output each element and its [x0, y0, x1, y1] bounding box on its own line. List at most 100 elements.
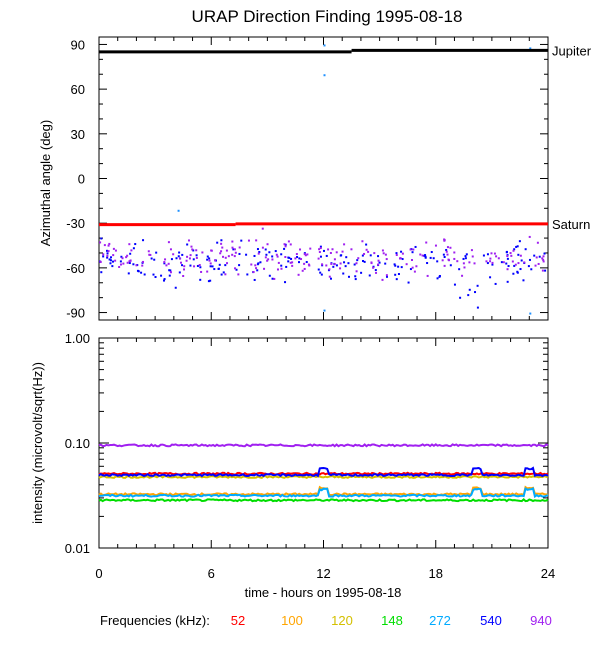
direction-point [186, 243, 189, 246]
direction-point [280, 267, 283, 270]
outlier-point [323, 44, 326, 47]
direction-point [284, 281, 287, 284]
direction-point [287, 260, 290, 263]
direction-point [114, 249, 117, 252]
direction-point [429, 256, 432, 259]
direction-point [369, 254, 372, 257]
direction-point [208, 259, 211, 262]
direction-point [102, 255, 105, 258]
direction-point [300, 258, 303, 261]
legend-entry-120: 120 [331, 613, 353, 628]
top-y-axis-label: Azimuthal angle (deg) [38, 120, 53, 246]
direction-point [211, 265, 214, 268]
direction-point [356, 259, 359, 262]
direction-point [135, 264, 138, 267]
direction-point [231, 253, 234, 256]
chart-title: URAP Direction Finding 1995-08-18 [192, 7, 463, 26]
direction-point [527, 265, 530, 268]
direction-point [126, 254, 129, 257]
direction-point [237, 273, 240, 276]
top-y-tick-label: 30 [71, 127, 85, 142]
top-y-tick-label: 60 [71, 82, 85, 97]
direction-point [318, 248, 321, 251]
direction-point [327, 248, 330, 251]
intensity-line-120 [98, 474, 549, 480]
direction-point [520, 259, 523, 262]
direction-point [140, 271, 143, 274]
direction-point [363, 252, 366, 255]
direction-point [181, 253, 184, 256]
direction-point [226, 262, 229, 265]
direction-point [493, 252, 496, 255]
direction-point [512, 249, 515, 252]
direction-point [188, 257, 191, 260]
direction-point [436, 277, 439, 280]
direction-point [459, 296, 462, 299]
direction-point [411, 266, 414, 269]
direction-point [199, 278, 202, 281]
direction-point [377, 263, 380, 266]
direction-point [516, 270, 519, 273]
direction-point [325, 264, 328, 267]
direction-point [319, 255, 322, 258]
top-y-tick-label: -60 [66, 261, 85, 276]
direction-point [319, 271, 322, 274]
direction-point [119, 260, 122, 263]
direction-point [142, 239, 145, 242]
direction-point [397, 273, 400, 276]
direction-point [110, 256, 113, 259]
direction-point [446, 246, 449, 249]
direction-point [441, 259, 444, 262]
direction-point [160, 274, 163, 277]
direction-point [505, 250, 508, 253]
direction-point [168, 269, 171, 272]
direction-point [266, 259, 269, 262]
direction-point [303, 267, 306, 270]
direction-point [515, 245, 518, 248]
bottom-y-tick-label: 0.10 [65, 436, 90, 451]
direction-point [186, 255, 189, 258]
direction-point [330, 262, 333, 265]
direction-point [395, 252, 398, 255]
direction-point [502, 261, 505, 264]
direction-point [486, 262, 489, 265]
direction-point [522, 279, 525, 282]
direction-point [542, 258, 545, 261]
direction-point [167, 262, 170, 265]
reference-label-jupiter: Jupiter [552, 43, 592, 58]
direction-point [280, 253, 283, 256]
direction-point [519, 268, 522, 271]
direction-point [347, 275, 350, 278]
direction-point [341, 250, 344, 253]
direction-point [206, 258, 209, 261]
intensity-line-540 [98, 466, 549, 478]
direction-point [108, 258, 111, 261]
direction-point [200, 270, 203, 273]
direction-point [216, 241, 219, 244]
direction-point [238, 246, 241, 249]
direction-point [426, 274, 429, 277]
direction-point [534, 264, 537, 267]
direction-point [447, 258, 450, 261]
direction-point [271, 258, 274, 261]
direction-point [100, 237, 103, 240]
direction-point [295, 253, 298, 256]
direction-point [209, 279, 212, 282]
direction-point [213, 268, 216, 271]
direction-point [471, 255, 474, 258]
direction-point [178, 257, 181, 260]
direction-point [274, 250, 277, 253]
direction-point [464, 255, 467, 258]
direction-point [163, 261, 166, 264]
direction-point [296, 255, 299, 258]
direction-point [489, 276, 492, 279]
direction-point [339, 254, 342, 257]
direction-point [517, 262, 520, 265]
direction-point [255, 239, 258, 242]
direction-point [423, 254, 426, 257]
direction-point [360, 271, 363, 274]
direction-point [328, 275, 331, 278]
top-plot-frame [98, 36, 549, 321]
direction-point [375, 271, 378, 274]
direction-point [109, 262, 112, 265]
